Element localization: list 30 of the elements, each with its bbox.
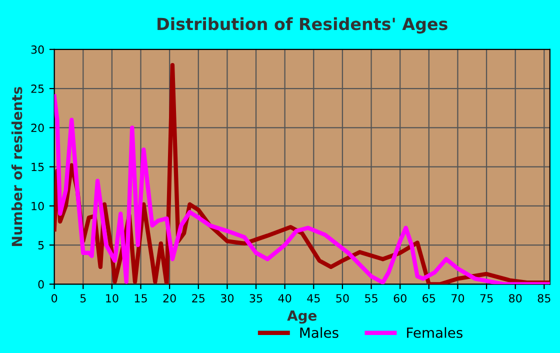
x-tick-label: 25 [192,294,204,302]
y-tick-label: 10 [32,202,44,210]
y-axis-title: Number of residents [11,87,22,246]
y-tick-label: 5 [38,241,44,250]
x-tick-label: 15 [134,294,147,302]
y-tick-label: 15 [32,162,44,172]
y-tick-label: 20 [31,124,44,132]
x-tick-label: 30 [220,294,234,302]
x-tick-label: 80 [509,294,522,302]
x-tick-label: 10 [106,294,118,302]
legend-label: Males [300,327,338,338]
x-tick-label: 40 [278,294,292,302]
x-tick-label: 0 [52,294,58,302]
x-tick-label: 60 [394,294,406,302]
x-tick-label: 65 [422,294,435,302]
x-tick-label: 55 [365,294,378,302]
y-tick-label: 25 [31,84,44,93]
x-tick-label: 50 [336,294,349,302]
x-tick-label: 85 [538,294,550,302]
x-axis-title: Age [287,310,317,324]
x-tick-label: 75 [480,294,493,302]
x-tick-label: 35 [250,294,262,302]
x-tick-label: 5 [80,294,86,302]
x-tick-label: 70 [452,294,464,302]
y-tick-label: 0 [38,280,44,289]
x-tick-label: 20 [163,294,176,302]
x-tick-label: 45 [307,294,320,302]
y-tick-label: 30 [31,45,44,54]
legend-label: Females [407,327,462,338]
chart-title: Distribution of Residents' Ages [158,17,448,34]
